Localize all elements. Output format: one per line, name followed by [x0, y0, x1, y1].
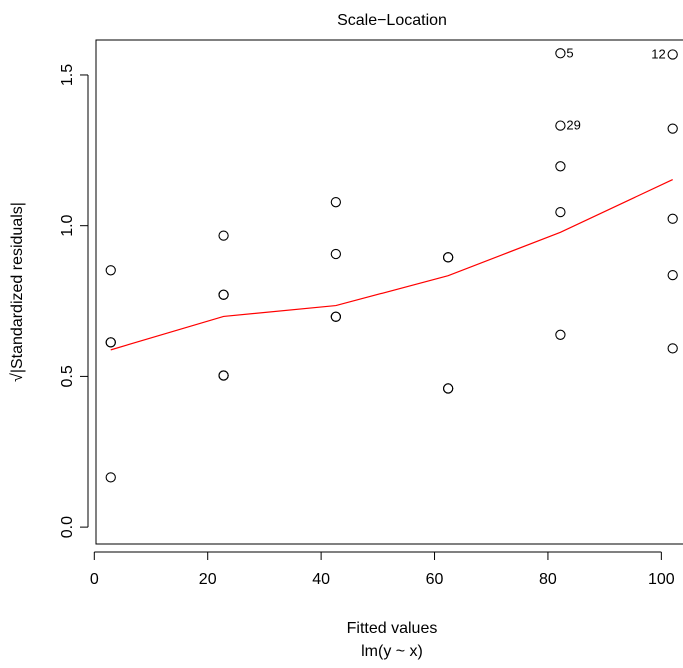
y-axis: 0.0 0.5 1.0 1.5 [59, 64, 89, 538]
y-tick-label-0: 0.0 [59, 516, 76, 538]
data-point-9 [330, 197, 342, 208]
data-point-2 [105, 337, 116, 348]
x-tick-label-3: 60 [426, 571, 444, 588]
x-tick-label-2: 40 [312, 571, 330, 588]
data-points [105, 48, 678, 483]
data-point-3 [105, 472, 116, 483]
chart-title: Scale−Location [337, 12, 447, 29]
x-axis-sublabel: lm(y ~ x) [361, 643, 423, 660]
y-tick-label-1: 0.5 [59, 365, 76, 387]
data-point-21 [555, 329, 566, 340]
data-point-14 [442, 252, 454, 263]
smooth-line [110, 179, 673, 351]
data-point-16 [442, 383, 454, 394]
data-point-22 [667, 49, 678, 60]
data-point-10 [330, 248, 342, 260]
data-point-4 [218, 230, 229, 241]
y-tick-label-2: 1.0 [59, 214, 76, 236]
data-point-0 [105, 265, 116, 276]
data-point-8 [218, 370, 229, 381]
y-axis-label: √|Standardized residuals| [9, 202, 26, 382]
point-label-5: 5 [566, 45, 573, 60]
data-point-20 [555, 206, 566, 218]
x-tick-label-0: 0 [90, 571, 99, 588]
x-tick-label-4: 80 [539, 571, 557, 588]
x-axis-label: Fitted values [347, 620, 438, 637]
data-point-24 [667, 213, 678, 224]
data-point-26 [667, 343, 678, 354]
point-label-29: 29 [566, 118, 580, 133]
data-point-18 [555, 120, 566, 131]
data-point-19 [555, 161, 566, 172]
data-point-25 [667, 269, 678, 281]
y-tick-label-3: 1.5 [59, 64, 76, 86]
point-label-12: 12 [651, 46, 665, 61]
plot-frame [95, 39, 683, 545]
x-tick-label-1: 20 [199, 571, 217, 588]
data-point-6 [218, 289, 229, 300]
point-labels: 5 29 12 [566, 45, 665, 132]
data-point-17 [555, 48, 566, 59]
x-tick-label-5: 100 [648, 571, 675, 588]
x-axis: 0 20 40 60 80 100 [90, 551, 675, 588]
data-point-23 [667, 123, 678, 134]
data-point-12 [330, 311, 342, 322]
